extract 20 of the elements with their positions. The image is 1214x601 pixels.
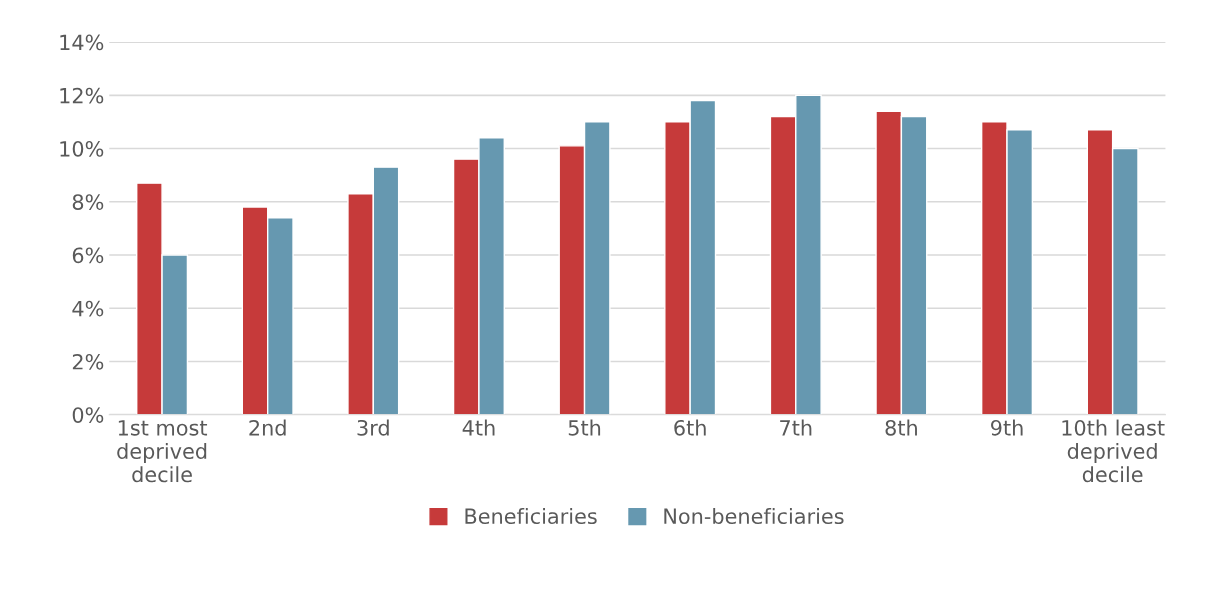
y-tick-label: 14%	[60, 34, 104, 51]
x-tick-label: 6th	[674, 419, 706, 436]
y-tick-label: 10%	[60, 140, 104, 157]
y-tick-label: 6%	[72, 247, 104, 264]
x-tick-label: 8th	[885, 419, 917, 436]
y-tick-label: 4%	[72, 300, 104, 317]
legend-label: Beneficiaries	[465, 507, 597, 525]
legend-label: Non-beneficiaries	[664, 507, 844, 525]
x-tick-label: 2nd	[249, 419, 286, 436]
x-tick-label: 10th least deprived decile	[1062, 419, 1165, 483]
x-tick-label: 7th	[780, 419, 812, 436]
x-tick-label: 5th	[568, 419, 601, 436]
x-tick-label: 4th	[462, 419, 495, 436]
y-tick-label: 2%	[72, 353, 104, 370]
x-tick-label: 3rd	[357, 419, 389, 436]
y-tick-label: 12%	[60, 87, 104, 104]
x-tick-label: 1st most deprived decile	[117, 420, 208, 483]
x-tick-label: 9th	[991, 419, 1023, 436]
y-tick-label: 0%	[72, 407, 104, 423]
y-tick-label: 8%	[72, 194, 104, 210]
